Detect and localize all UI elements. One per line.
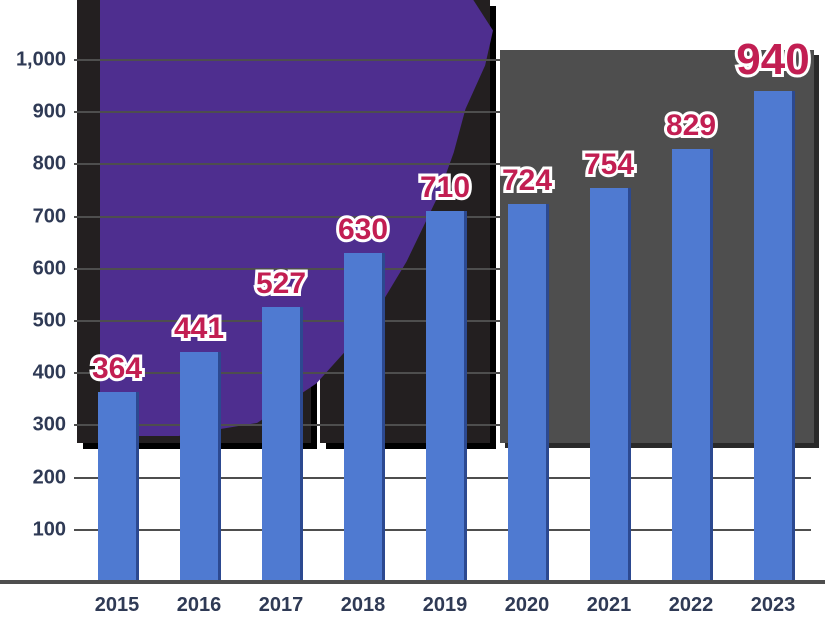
y-tick-label: 100 <box>33 518 66 541</box>
value-label: 630630 <box>338 213 388 247</box>
chart-root: 100 200 300 400 500 600 700 800 900 1,000 2015 201… <box>0 0 825 637</box>
x-tick-label: 2023 <box>751 594 796 617</box>
x-tick-label: 2015 <box>95 594 140 617</box>
bar <box>426 211 464 582</box>
plot-area: 1002003004005006007008009001,000 2015201… <box>74 60 811 582</box>
x-tick-label: 2022 <box>669 594 714 617</box>
y-tick-label: 600 <box>33 257 66 280</box>
y-tick-label: 500 <box>33 310 66 333</box>
bar <box>754 91 792 582</box>
x-tick-label: 2016 <box>177 594 222 617</box>
y-tick-label: 400 <box>33 362 66 385</box>
x-tick-label: 2020 <box>505 594 550 617</box>
bar <box>262 307 300 582</box>
y-tick-label: 300 <box>33 414 66 437</box>
y-tick-label: 200 <box>33 466 66 489</box>
value-label-highlight: 940940 <box>736 35 809 85</box>
value-label: 441441 <box>174 312 224 346</box>
x-tick-label: 2021 <box>587 594 632 617</box>
value-label: 724724 <box>502 164 552 198</box>
x-axis-baseline <box>0 580 825 584</box>
value-label: 754754 <box>584 148 634 182</box>
y-tick-label: 900 <box>33 101 66 124</box>
x-tick-label: 2017 <box>259 594 304 617</box>
value-label: 710710 <box>420 171 470 205</box>
y-tick-label: 800 <box>33 153 66 176</box>
value-label: 364364 <box>92 352 142 386</box>
value-label: 527527 <box>256 267 306 301</box>
gridline <box>74 59 811 61</box>
bar <box>508 204 546 582</box>
bar <box>590 188 628 582</box>
y-tick-label: 700 <box>33 205 66 228</box>
bar <box>344 253 382 582</box>
bar <box>180 352 218 582</box>
x-tick-label: 2018 <box>341 594 386 617</box>
bar <box>672 149 710 582</box>
bar <box>98 392 136 582</box>
value-label: 829829 <box>666 109 716 143</box>
x-tick-label: 2019 <box>423 594 468 617</box>
y-tick-label: 1,000 <box>16 49 66 72</box>
